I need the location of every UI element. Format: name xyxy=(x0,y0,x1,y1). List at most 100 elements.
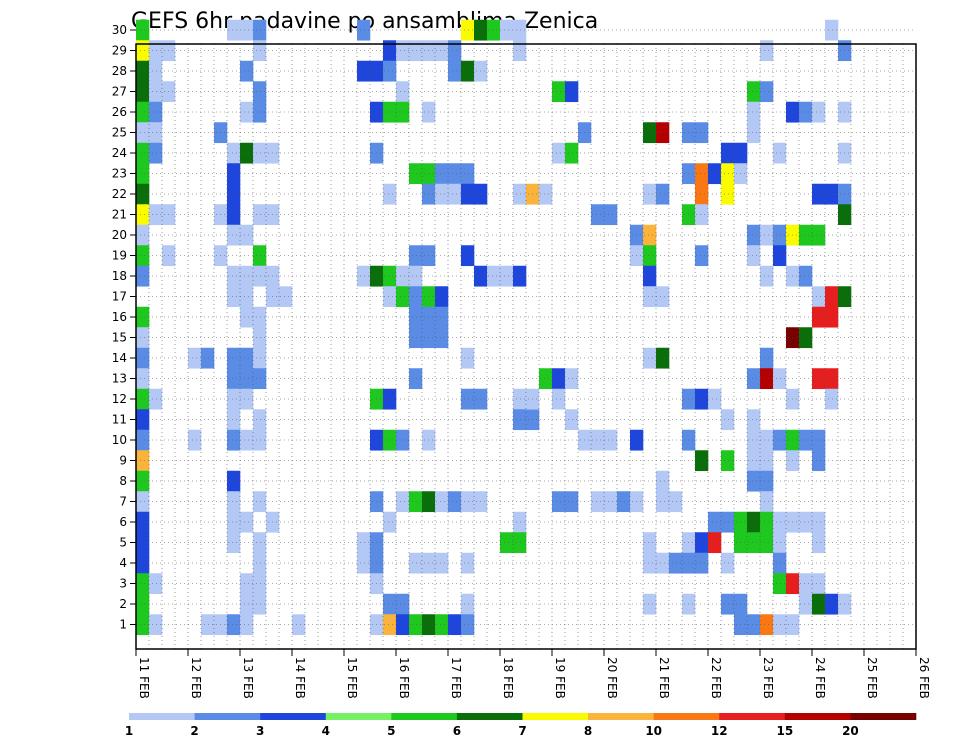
grid-lines xyxy=(136,29,916,649)
cell-24-1 xyxy=(448,614,462,636)
cell-53-13 xyxy=(825,368,839,390)
cell-48-7 xyxy=(760,491,774,513)
cell-1-12 xyxy=(149,388,163,410)
cell-21-1 xyxy=(409,614,423,636)
cell-8-28 xyxy=(240,60,254,82)
cell-0-27 xyxy=(136,81,150,103)
y-tick-label: 27 xyxy=(112,85,127,99)
cell-25-7 xyxy=(461,491,475,513)
plot-frame xyxy=(135,43,917,650)
cell-53-12 xyxy=(825,388,839,410)
cell-47-8 xyxy=(747,470,761,492)
cell-0-15 xyxy=(136,327,150,349)
colorbar-label: 3 xyxy=(256,724,264,738)
y-axis: 1234567891011121314151617181920212223242… xyxy=(112,23,136,632)
cell-0-16 xyxy=(136,306,150,328)
cell-0-1 xyxy=(136,614,150,636)
cell-12-1 xyxy=(292,614,306,636)
cell-20-26 xyxy=(396,101,410,123)
cell-37-7 xyxy=(617,491,631,513)
cell-0-6 xyxy=(136,511,150,533)
cell-52-6 xyxy=(812,511,826,533)
cell-9-5 xyxy=(253,532,267,554)
cell-9-11 xyxy=(253,409,267,431)
cell-19-17 xyxy=(383,286,397,308)
cell-52-5 xyxy=(812,532,826,554)
cell-19-26 xyxy=(383,101,397,123)
cell-8-30 xyxy=(240,19,254,41)
cell-49-10 xyxy=(773,429,787,451)
cell-17-30 xyxy=(357,19,371,41)
cell-7-6 xyxy=(227,511,241,533)
cell-21-13 xyxy=(409,368,423,390)
cell-0-10 xyxy=(136,429,150,451)
y-tick-label: 12 xyxy=(112,392,127,406)
cell-51-3 xyxy=(799,573,813,595)
cell-7-30 xyxy=(227,19,241,41)
cell-19-12 xyxy=(383,388,397,410)
cell-20-1 xyxy=(396,614,410,636)
cell-0-4 xyxy=(136,552,150,574)
cell-32-12 xyxy=(552,388,566,410)
cell-48-10 xyxy=(760,429,774,451)
y-tick-label: 2 xyxy=(119,597,127,611)
cell-36-10 xyxy=(604,429,618,451)
cell-41-4 xyxy=(669,552,683,574)
cell-25-23 xyxy=(461,163,475,185)
cell-40-8 xyxy=(656,470,670,492)
cell-48-14 xyxy=(760,347,774,369)
colorbar-label: 4 xyxy=(322,724,330,738)
x-tick-label: 17 FEB xyxy=(449,657,463,699)
x-tick-label: 12 FEB xyxy=(189,657,203,699)
cell-27-18 xyxy=(487,265,501,287)
y-tick-label: 16 xyxy=(112,310,127,324)
cell-21-15 xyxy=(409,327,423,349)
x-tick-label: 18 FEB xyxy=(501,657,515,699)
cell-25-2 xyxy=(461,593,475,615)
cell-40-25 xyxy=(656,122,670,144)
cell-7-23 xyxy=(227,163,241,185)
y-tick-label: 15 xyxy=(112,331,127,345)
colorbar-label: 2 xyxy=(190,724,198,738)
cell-43-21 xyxy=(695,204,709,226)
cell-19-18 xyxy=(383,265,397,287)
cell-40-7 xyxy=(656,491,670,513)
cell-0-5 xyxy=(136,532,150,554)
y-tick-label: 17 xyxy=(112,290,127,304)
x-tick-label: 23 FEB xyxy=(761,657,775,699)
cell-19-28 xyxy=(383,60,397,82)
colorbar-swatch xyxy=(391,713,458,720)
cell-0-25 xyxy=(136,122,150,144)
y-tick-label: 14 xyxy=(112,351,127,365)
cell-0-7 xyxy=(136,491,150,513)
colorbar-label: 6 xyxy=(453,724,461,738)
cell-20-27 xyxy=(396,81,410,103)
cell-47-5 xyxy=(747,532,761,554)
x-tick-label: 25 FEB xyxy=(865,657,879,699)
cell-0-21 xyxy=(136,204,150,226)
cell-9-10 xyxy=(253,429,267,451)
cell-5-1 xyxy=(201,614,215,636)
cell-49-13 xyxy=(773,368,787,390)
cell-43-19 xyxy=(695,245,709,267)
colorbar-swatch xyxy=(850,713,917,720)
colorbar-swatch xyxy=(522,713,589,720)
colorbar-label: 15 xyxy=(776,724,793,738)
cell-17-18 xyxy=(357,265,371,287)
cell-47-9 xyxy=(747,450,761,472)
cell-17-4 xyxy=(357,552,371,574)
cell-47-26 xyxy=(747,101,761,123)
cell-8-20 xyxy=(240,224,254,246)
y-tick-label: 18 xyxy=(112,269,127,283)
cell-9-19 xyxy=(253,245,267,267)
y-tick-label: 1 xyxy=(119,618,127,632)
cell-7-17 xyxy=(227,286,241,308)
cell-52-17 xyxy=(812,286,826,308)
cell-45-4 xyxy=(721,552,735,574)
cell-0-30 xyxy=(136,19,150,41)
cell-32-13 xyxy=(552,368,566,390)
cell-39-22 xyxy=(643,183,657,205)
cell-29-11 xyxy=(513,409,527,431)
cell-29-30 xyxy=(513,19,527,41)
cell-19-1 xyxy=(383,614,397,636)
